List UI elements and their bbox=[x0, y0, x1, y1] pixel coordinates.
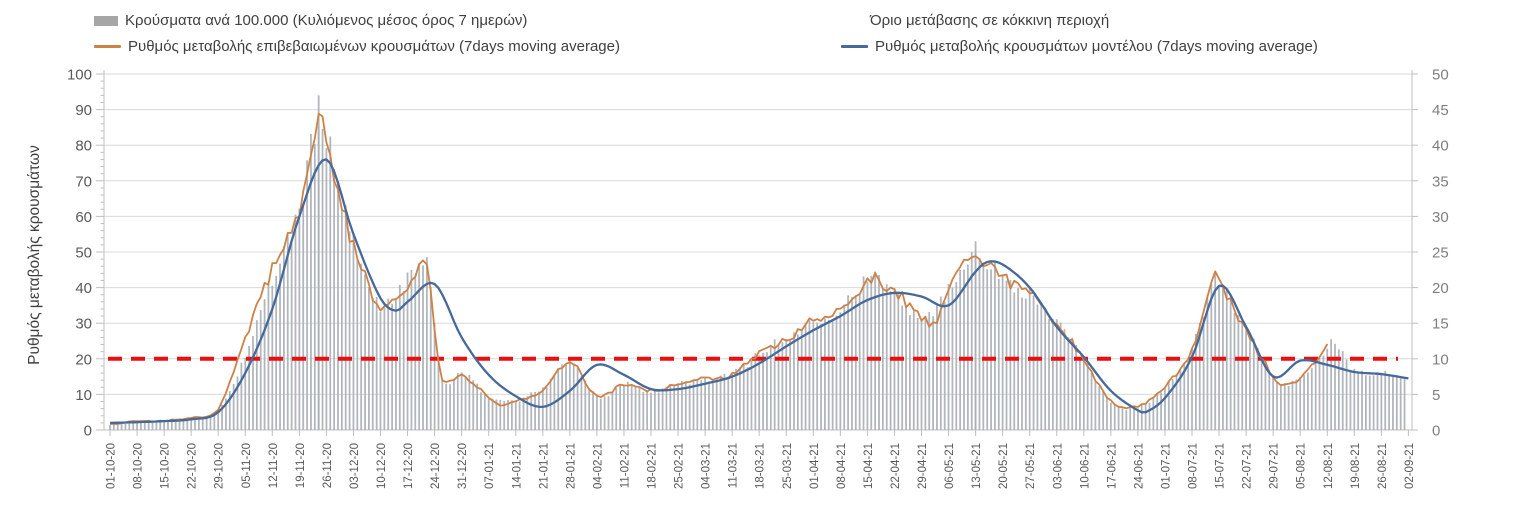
x-axis-tick-label: 08-07-21 bbox=[1188, 443, 1200, 489]
x-axis-tick-label: 08-04-21 bbox=[836, 443, 848, 489]
x-axis-tick-label: 22-04-21 bbox=[890, 443, 902, 489]
left-axis-tick-label: 80 bbox=[75, 138, 92, 155]
x-axis-tick-label: 29-10-20 bbox=[214, 443, 226, 489]
legend-item-cases-per-100k: Κρούσματα ανά 100.000 (Κυλιόμενος μέσος … bbox=[94, 12, 527, 29]
x-axis-tick-label: 12-08-21 bbox=[1323, 443, 1335, 489]
x-axis-tick-label: 13-05-21 bbox=[971, 443, 983, 489]
left-axis-tick-label: 100 bbox=[67, 67, 92, 84]
x-axis-tick-label: 26-08-21 bbox=[1377, 443, 1389, 489]
left-axis-tick-label: 30 bbox=[75, 316, 92, 333]
left-axis-tick-label: 90 bbox=[75, 102, 92, 119]
x-axis-tick-label: 04-02-21 bbox=[592, 443, 604, 489]
x-axis-tick-label: 25-03-21 bbox=[782, 443, 794, 489]
left-axis-tick-label: 0 bbox=[84, 423, 92, 440]
x-axis-tick-label: 29-04-21 bbox=[917, 443, 929, 489]
x-axis-tick-label: 07-01-21 bbox=[484, 443, 496, 489]
left-axis-tick-label: 10 bbox=[75, 387, 92, 404]
model-line-swatch bbox=[841, 45, 868, 48]
bar-spike bbox=[317, 95, 320, 431]
right-axis-tick-label: 45 bbox=[1432, 102, 1449, 119]
right-axis-tick-label: 15 bbox=[1432, 316, 1449, 333]
confirmed-line-swatch bbox=[94, 45, 121, 48]
x-axis-tick-label: 15-07-21 bbox=[1215, 443, 1227, 489]
right-axis-tick-label: 0 bbox=[1432, 423, 1440, 440]
x-axis-tick-label: 11-03-21 bbox=[728, 443, 740, 488]
left-axis-tick-label: 70 bbox=[75, 173, 92, 190]
x-axis-tick-label: 12-11-20 bbox=[268, 443, 280, 488]
bars-series bbox=[109, 95, 1406, 431]
x-axis-tick-label: 14-01-21 bbox=[511, 443, 523, 489]
x-axis-tick-label: 01-04-21 bbox=[809, 443, 821, 489]
x-axis-tick-label: 19-11-20 bbox=[295, 443, 307, 488]
x-axis-tick-label: 19-08-21 bbox=[1350, 443, 1362, 489]
left-axis-tick-label: 20 bbox=[75, 351, 92, 368]
x-axis-tick-label: 15-10-20 bbox=[160, 443, 172, 489]
right-axis-tick-label: 10 bbox=[1432, 351, 1449, 368]
x-axis-tick-label: 05-11-20 bbox=[241, 443, 253, 488]
legend-item-model-rate: Ρυθμός μεταβολής κρουσμάτων μοντέλου (7d… bbox=[841, 38, 1318, 55]
right-axis-tick-label: 35 bbox=[1432, 173, 1449, 190]
x-axis-tick-label: 10-12-20 bbox=[376, 443, 388, 489]
x-axis-tick-label: 17-06-21 bbox=[1106, 443, 1118, 489]
legend-item-confirmed-rate: Ρυθμός μεταβολής επιβεβαιωμένων κρουσμάτ… bbox=[94, 38, 620, 55]
x-axis-tick-label: 24-12-20 bbox=[430, 443, 442, 489]
x-axis-tick-label: 28-01-21 bbox=[565, 443, 577, 489]
legend-label-threshold: Όριο μετάβασης σε κόκκινη περιοχή bbox=[870, 12, 1110, 29]
right-axis-tick-label: 50 bbox=[1432, 67, 1449, 84]
legend-label-confirmed-rate: Ρυθμός μεταβολής επιβεβαιωμένων κρουσμάτ… bbox=[128, 38, 620, 55]
x-axis-tick-label: 26-11-20 bbox=[322, 443, 334, 488]
right-axis-tick-label: 30 bbox=[1432, 209, 1449, 226]
left-axis-tick-label: 60 bbox=[75, 209, 92, 226]
x-axis-tick-label: 20-05-21 bbox=[998, 443, 1010, 489]
x-axis-tick-label: 01-10-20 bbox=[106, 443, 118, 489]
bar-spike bbox=[974, 241, 977, 430]
x-axis-tick-label: 05-08-21 bbox=[1296, 443, 1308, 489]
x-axis-tick-label: 03-06-21 bbox=[1052, 443, 1064, 489]
left-axis-tick-label: 50 bbox=[75, 245, 92, 262]
confirmed-rate-line bbox=[109, 112, 1329, 425]
x-axis-tick-label: 11-02-21 bbox=[619, 443, 631, 488]
x-axis-tick-label: 06-05-21 bbox=[944, 443, 956, 489]
x-axis-tick-label: 03-12-20 bbox=[349, 443, 361, 489]
x-axis-tick-label: 27-05-21 bbox=[1025, 443, 1037, 489]
x-axis-tick-label: 15-04-21 bbox=[863, 443, 875, 489]
bar-series-swatch bbox=[94, 15, 118, 26]
x-axis-tick-label: 31-12-20 bbox=[457, 443, 469, 489]
x-axis-tick-label: 22-07-21 bbox=[1242, 443, 1254, 489]
x-axis-tick-label: 18-02-21 bbox=[647, 443, 659, 489]
right-axis-tick-label: 25 bbox=[1432, 245, 1449, 262]
x-axis-tick-label: 01-07-21 bbox=[1160, 443, 1172, 489]
x-axis-tick-label: 02-09-21 bbox=[1404, 443, 1416, 489]
x-axis-tick-label: 04-03-21 bbox=[701, 443, 713, 489]
x-axis-tick-label: 21-01-21 bbox=[538, 443, 550, 489]
x-axis-tick-label: 18-03-21 bbox=[755, 443, 767, 489]
legend-item-threshold: Όριο μετάβασης σε κόκκινη περιοχή bbox=[836, 12, 1109, 29]
left-axis-tick-label: 40 bbox=[75, 280, 92, 297]
right-axis-tick-label: 20 bbox=[1432, 280, 1449, 297]
x-axis-tick-label: 10-06-21 bbox=[1079, 443, 1091, 489]
x-axis-tick-label: 08-10-20 bbox=[133, 443, 145, 489]
legend-label-cases-per-100k: Κρούσματα ανά 100.000 (Κυλιόμενος μέσος … bbox=[125, 12, 528, 29]
x-axis-tick-label: 25-02-21 bbox=[674, 443, 686, 489]
x-axis-tick-label: 24-06-21 bbox=[1133, 443, 1145, 489]
x-axis-tick-label: 17-12-20 bbox=[403, 443, 415, 489]
model-rate-line bbox=[109, 158, 1409, 425]
legend-label-model-rate: Ρυθμός μεταβολής κρουσμάτων μοντέλου (7d… bbox=[875, 38, 1318, 55]
x-axis-tick-label: 22-10-20 bbox=[187, 443, 199, 489]
right-axis-tick-label: 40 bbox=[1432, 138, 1449, 155]
right-axis-tick-label: 5 bbox=[1432, 387, 1440, 404]
x-axis-tick-label: 29-07-21 bbox=[1269, 443, 1281, 489]
